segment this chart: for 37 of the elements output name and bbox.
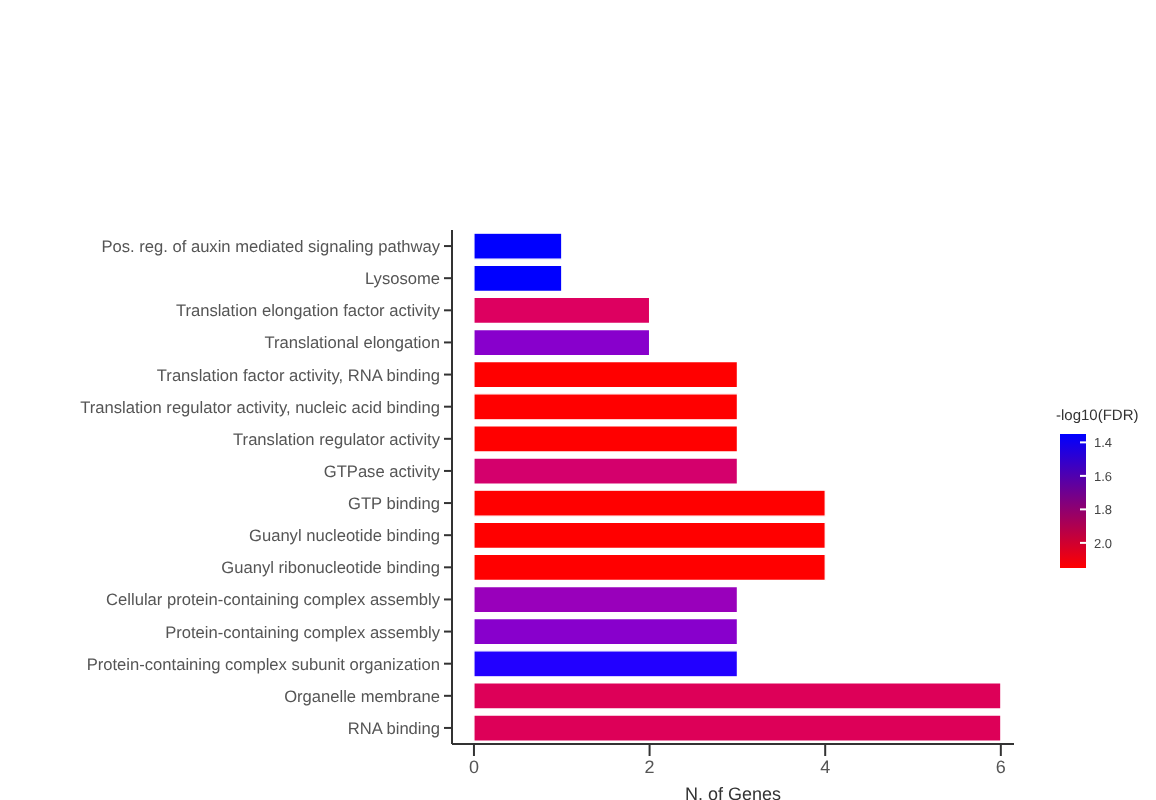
y-tick-label: Organelle membrane	[284, 685, 441, 706]
y-tick-label: Translational elongation	[264, 332, 441, 353]
y-tick-label: Cellular protein-containing complex assembly	[106, 589, 442, 610]
bar	[473, 521, 826, 549]
x-tick-label: 0	[468, 756, 479, 777]
y-tick-label: Protein-containing complex subunit organization	[86, 653, 441, 674]
x-tick-label: 6	[995, 756, 1006, 777]
y-tick-label: Translation elongation factor activity	[175, 300, 442, 321]
bar	[473, 489, 826, 517]
y-tick-label: RNA binding	[347, 717, 441, 738]
x-axis-title: N. of Genes	[684, 784, 783, 800]
bar	[473, 457, 738, 485]
x-tick-label: 2	[644, 756, 655, 777]
y-tick-label: Pos. reg. of auxin mediated signaling pathway	[101, 236, 442, 257]
bar	[473, 232, 563, 260]
x-tick-label: 4	[820, 756, 831, 777]
bar	[473, 264, 563, 292]
y-tick-label: GTPase activity	[323, 460, 442, 481]
bar	[473, 650, 738, 678]
y-tick-label: Translation regulator activity, nucleic acid binding	[80, 396, 441, 417]
bar	[473, 393, 738, 421]
bar	[473, 296, 651, 325]
y-tick-label: Lysosome	[364, 268, 441, 289]
bar	[473, 361, 738, 389]
y-tick-label: Guanyl ribonucleotide binding	[221, 557, 441, 578]
y-tick-label: Translation factor activity, RNA binding	[156, 364, 441, 385]
bar	[473, 682, 1002, 710]
bar	[473, 585, 738, 614]
y-tick-label: Protein-containing complex assembly	[165, 621, 442, 642]
bar	[473, 328, 651, 357]
y-tick-label: Translation regulator activity	[233, 428, 442, 449]
bar	[473, 618, 738, 646]
bar	[473, 553, 826, 582]
bar	[473, 714, 1002, 742]
bar	[473, 425, 738, 453]
y-tick-label: Guanyl nucleotide binding	[249, 525, 441, 546]
y-tick-label: GTP binding	[348, 493, 441, 514]
